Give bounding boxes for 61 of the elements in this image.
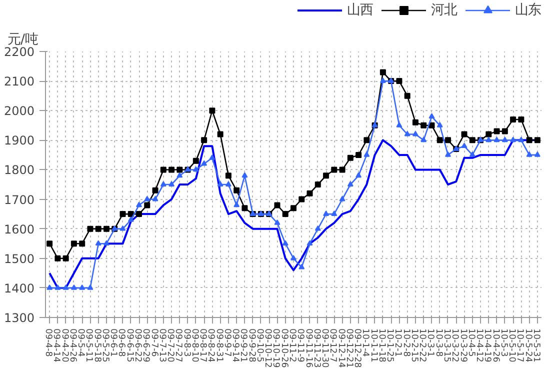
x-tick-label: 09-8-17: [198, 328, 208, 362]
x-tick-label: 10-1-4: [360, 328, 370, 358]
x-tick-label: 10-5-24: [522, 328, 533, 363]
y-tick-label: 2200: [4, 45, 35, 59]
y-tick-label: 1500: [4, 252, 35, 266]
y-tick-label: 2100: [4, 74, 35, 89]
x-tick-label: 09-4-14: [51, 328, 62, 363]
legend-label: 山东: [515, 2, 541, 19]
x-tick-label: 09-11-9: [295, 328, 306, 362]
x-tick-label: 09-4-8: [43, 328, 54, 357]
x-tick-label: 09-9-28: [246, 328, 256, 362]
y-tick-label: 1400: [4, 281, 35, 296]
x-tick-label: 09-12-14: [336, 328, 346, 368]
x-tick-label: 09-11-16: [303, 328, 314, 368]
x-tick-label: 09-6-29: [140, 328, 151, 362]
y-tick-label: 1600: [4, 222, 35, 236]
x-tick-label: 09-8-3: [181, 328, 192, 357]
y-tick-label: 1800: [4, 163, 35, 178]
legend-label: 山西: [347, 2, 373, 19]
x-tick-label: 10-2-1: [392, 328, 403, 357]
x-tick-label: 10-4-19: [482, 328, 492, 362]
x-tick-label: 09-12-28: [352, 328, 362, 368]
y-axis-title: 元/吨: [8, 32, 38, 48]
x-tick-label: 09-6-22: [132, 328, 143, 362]
x-tick-label: 09-9-21: [238, 328, 248, 362]
x-tick-label: 09-6-8: [116, 328, 126, 357]
x-tick-label: 10-3-22: [450, 328, 460, 362]
x-tick-label: 10-2-22: [417, 328, 428, 362]
x-tick-label: 09-4-20: [59, 328, 70, 362]
x-tick-label: 09-8-24: [206, 328, 216, 363]
y-tick-label: 1900: [4, 134, 35, 148]
x-tick-label: 09-8-31: [214, 328, 224, 362]
y-tick-label: 2000: [4, 104, 35, 118]
x-tick-label: 10-5-17: [514, 328, 525, 362]
x-tick-label: 09-11-2: [287, 328, 297, 362]
x-tick-label: 10-1-25: [384, 328, 395, 362]
x-tick-label: 09-5-11: [84, 328, 94, 362]
x-tick-label: 09-12-7: [328, 328, 338, 362]
x-tick-label: 09-11-30: [320, 328, 330, 368]
x-tick-label: 09-5-4: [76, 328, 86, 358]
y-tick-label: 1300: [4, 311, 35, 325]
x-tick-label: 09-6-15: [124, 328, 134, 362]
x-tick-label: 09-10-26: [278, 328, 289, 368]
x-tick-label: 10-2-8: [400, 328, 411, 357]
x-tick-label: 10-4-26: [490, 328, 500, 362]
x-tick-label: 09-7-20: [165, 328, 176, 362]
x-tick-label: 09-9-14: [230, 328, 240, 363]
x-tick-label: 10-3-1: [425, 328, 436, 357]
x-tick-label: 10-1-11: [368, 328, 378, 362]
x-tick-label: 10-3-29: [458, 328, 468, 362]
legend-label: 河北: [431, 2, 457, 19]
x-tick-label: 10-5-10: [506, 328, 517, 362]
x-tick-label: 09-7-27: [173, 328, 184, 362]
x-tick-label: 09-5-18: [92, 328, 102, 362]
x-tick-label: 10-4-12: [474, 328, 484, 362]
x-tick-label: 09-7-6: [148, 328, 159, 357]
x-tick-label: 09-10-12: [262, 328, 273, 368]
y-tick-label: 1700: [4, 192, 35, 207]
x-tick-label: 09-10-19: [270, 328, 281, 368]
x-tick-label: 10-3-8: [433, 328, 444, 357]
x-tick-label: 09-6-1: [108, 328, 118, 357]
